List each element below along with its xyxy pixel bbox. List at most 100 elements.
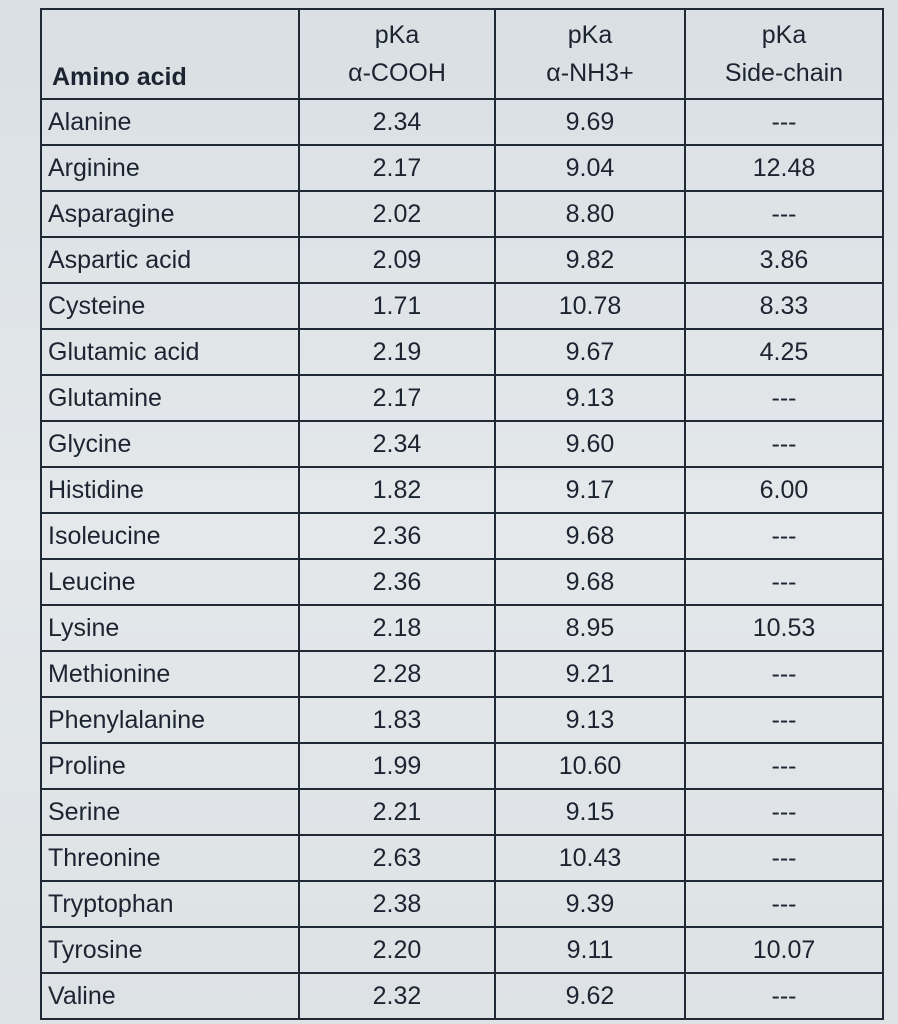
cell-pka-cooh: 1.99 [298, 742, 496, 790]
cell-amino-acid: Valine [40, 972, 300, 1020]
cell-amino-acid: Alanine [40, 98, 300, 146]
cell-pka-cooh: 2.19 [298, 328, 496, 376]
cell-pka-cooh: 1.82 [298, 466, 496, 514]
table-row: Histidine 1.82 9.17 6.00 [40, 466, 884, 514]
header-pka-side-line2: Side-chain [724, 59, 844, 87]
cell-pka-side-chain: --- [684, 420, 884, 468]
cell-pka-cooh: 2.18 [298, 604, 496, 652]
cell-amino-acid: Glutamine [40, 374, 300, 422]
header-pka-cooh: pKa α-COOH [298, 8, 496, 100]
table-row: Lysine 2.18 8.95 10.53 [40, 604, 884, 652]
cell-pka-nh3: 9.67 [494, 328, 686, 376]
table-row: Leucine 2.36 9.68 --- [40, 558, 884, 606]
header-pka-side-chain: pKa Side-chain [684, 8, 884, 100]
cell-pka-cooh: 2.36 [298, 512, 496, 560]
table-row: Methionine 2.28 9.21 --- [40, 650, 884, 698]
cell-pka-cooh: 2.20 [298, 926, 496, 974]
cell-pka-nh3: 9.13 [494, 696, 686, 744]
table-row: Tryptophan 2.38 9.39 --- [40, 880, 884, 928]
cell-pka-cooh: 2.34 [298, 98, 496, 146]
cell-pka-side-chain: 4.25 [684, 328, 884, 376]
cell-pka-nh3: 9.60 [494, 420, 686, 468]
cell-pka-side-chain: 6.00 [684, 466, 884, 514]
cell-pka-side-chain: --- [684, 972, 884, 1020]
cell-pka-side-chain: 3.86 [684, 236, 884, 284]
cell-pka-nh3: 9.69 [494, 98, 686, 146]
table-row: Glutamic acid 2.19 9.67 4.25 [40, 328, 884, 376]
table-row: Glutamine 2.17 9.13 --- [40, 374, 884, 422]
table-row: Asparagine 2.02 8.80 --- [40, 190, 884, 238]
cell-amino-acid: Proline [40, 742, 300, 790]
cell-pka-side-chain: --- [684, 98, 884, 146]
cell-amino-acid: Isoleucine [40, 512, 300, 560]
cell-pka-cooh: 2.17 [298, 144, 496, 192]
cell-pka-cooh: 2.17 [298, 374, 496, 422]
cell-pka-cooh: 2.32 [298, 972, 496, 1020]
cell-pka-cooh: 2.34 [298, 420, 496, 468]
cell-pka-nh3: 10.60 [494, 742, 686, 790]
cell-pka-nh3: 9.68 [494, 512, 686, 560]
cell-pka-side-chain: --- [684, 880, 884, 928]
cell-amino-acid: Serine [40, 788, 300, 836]
table-row: Glycine 2.34 9.60 --- [40, 420, 884, 468]
cell-amino-acid: Tryptophan [40, 880, 300, 928]
cell-amino-acid: Asparagine [40, 190, 300, 238]
cell-pka-side-chain: --- [684, 190, 884, 238]
table-row: Phenylalanine 1.83 9.13 --- [40, 696, 884, 744]
cell-pka-side-chain: --- [684, 834, 884, 882]
cell-pka-nh3: 9.04 [494, 144, 686, 192]
cell-amino-acid: Cysteine [40, 282, 300, 330]
cell-amino-acid: Threonine [40, 834, 300, 882]
cell-pka-nh3: 9.82 [494, 236, 686, 284]
pka-table: Amino acid pKa α-COOH pKa α-NH3+ pKa Sid… [40, 8, 884, 1020]
cell-pka-side-chain: --- [684, 558, 884, 606]
header-pka-side-line1: pKa [761, 21, 807, 49]
cell-pka-side-chain: --- [684, 650, 884, 698]
cell-pka-nh3: 10.78 [494, 282, 686, 330]
cell-amino-acid: Leucine [40, 558, 300, 606]
cell-pka-cooh: 2.63 [298, 834, 496, 882]
table-row: Valine 2.32 9.62 --- [40, 972, 884, 1020]
cell-amino-acid: Histidine [40, 466, 300, 514]
header-pka-nh3-line1: pKa [567, 21, 613, 49]
cell-pka-nh3: 9.39 [494, 880, 686, 928]
cell-pka-cooh: 2.09 [298, 236, 496, 284]
cell-pka-nh3: 8.95 [494, 604, 686, 652]
table-row: Serine 2.21 9.15 --- [40, 788, 884, 836]
cell-amino-acid: Arginine [40, 144, 300, 192]
cell-amino-acid: Lysine [40, 604, 300, 652]
cell-pka-side-chain: --- [684, 374, 884, 422]
cell-amino-acid: Tyrosine [40, 926, 300, 974]
cell-pka-nh3: 10.43 [494, 834, 686, 882]
table-row: Tyrosine 2.20 9.11 10.07 [40, 926, 884, 974]
table-row: Aspartic acid 2.09 9.82 3.86 [40, 236, 884, 284]
cell-pka-nh3: 9.13 [494, 374, 686, 422]
cell-pka-nh3: 9.21 [494, 650, 686, 698]
cell-pka-side-chain: 8.33 [684, 282, 884, 330]
header-pka-nh3: pKa α-NH3+ [494, 8, 686, 100]
table-row: Isoleucine 2.36 9.68 --- [40, 512, 884, 560]
cell-amino-acid: Phenylalanine [40, 696, 300, 744]
table-row: Proline 1.99 10.60 --- [40, 742, 884, 790]
cell-amino-acid: Methionine [40, 650, 300, 698]
cell-pka-nh3: 9.11 [494, 926, 686, 974]
cell-pka-side-chain: --- [684, 742, 884, 790]
cell-amino-acid: Glutamic acid [40, 328, 300, 376]
cell-pka-side-chain: 10.07 [684, 926, 884, 974]
cell-pka-cooh: 2.02 [298, 190, 496, 238]
header-pka-nh3-line2: α-NH3+ [546, 59, 634, 87]
table-row: Alanine 2.34 9.69 --- [40, 98, 884, 146]
table-row: Cysteine 1.71 10.78 8.33 [40, 282, 884, 330]
cell-pka-cooh: 1.83 [298, 696, 496, 744]
header-row: Amino acid pKa α-COOH pKa α-NH3+ pKa Sid… [40, 8, 884, 100]
cell-pka-side-chain: --- [684, 788, 884, 836]
cell-pka-side-chain: 10.53 [684, 604, 884, 652]
table-row: Threonine 2.63 10.43 --- [40, 834, 884, 882]
cell-pka-cooh: 2.21 [298, 788, 496, 836]
cell-amino-acid: Glycine [40, 420, 300, 468]
cell-pka-cooh: 2.28 [298, 650, 496, 698]
table-row: Arginine 2.17 9.04 12.48 [40, 144, 884, 192]
header-pka-cooh-line2: α-COOH [348, 59, 446, 87]
cell-pka-nh3: 8.80 [494, 190, 686, 238]
